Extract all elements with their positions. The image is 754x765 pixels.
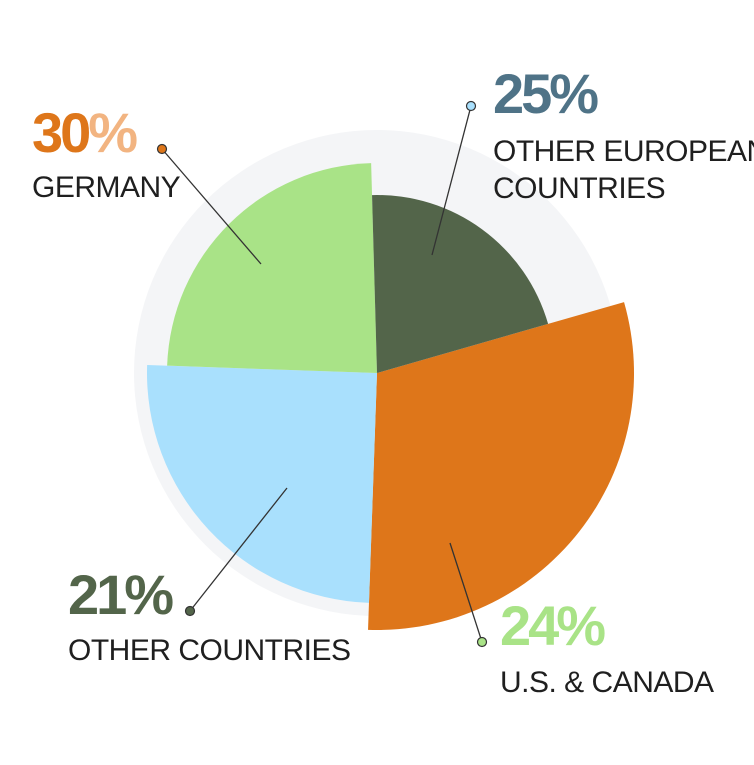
slice-value-label-us-canada: 24%	[500, 594, 605, 657]
leader-line-germany	[161, 148, 262, 265]
slice-value-label-germany: 30%	[32, 101, 137, 164]
leader-line-other-countries	[189, 487, 288, 612]
pie-slice-other-european	[146, 364, 377, 603]
leaders-layer	[156, 100, 488, 648]
slice-value-label-other-countries: 21%	[68, 563, 173, 626]
leader-dot-us-canada	[476, 636, 488, 648]
slice-category-label-other-european-line2: COUNTRIES	[493, 172, 665, 205]
leader-dot-other-countries	[184, 605, 196, 617]
leader-line-other-european	[431, 105, 472, 256]
pie-slice-germany	[368, 302, 634, 630]
leader-line-us-canada	[449, 542, 483, 643]
pie-slice-other-countries	[372, 195, 549, 373]
pie-slice-us-canada	[167, 163, 377, 373]
slice-category-label-us-canada: U.S. & CANADA	[500, 666, 714, 699]
slice-value-label-other-european: 25%	[493, 62, 598, 125]
slice-category-label-other-countries: OTHER COUNTRIES	[68, 634, 351, 667]
slices-layer	[146, 163, 634, 630]
slice-value-digits-germany: 30	[32, 101, 89, 164]
leader-dot-other-european	[465, 100, 477, 112]
slice-category-label-germany: GERMANY	[32, 171, 181, 204]
leader-dot-germany	[156, 143, 168, 155]
slice-value-percent-germany: %	[88, 101, 137, 164]
slice-category-label-other-european: OTHER EUROPEAN	[493, 135, 754, 168]
